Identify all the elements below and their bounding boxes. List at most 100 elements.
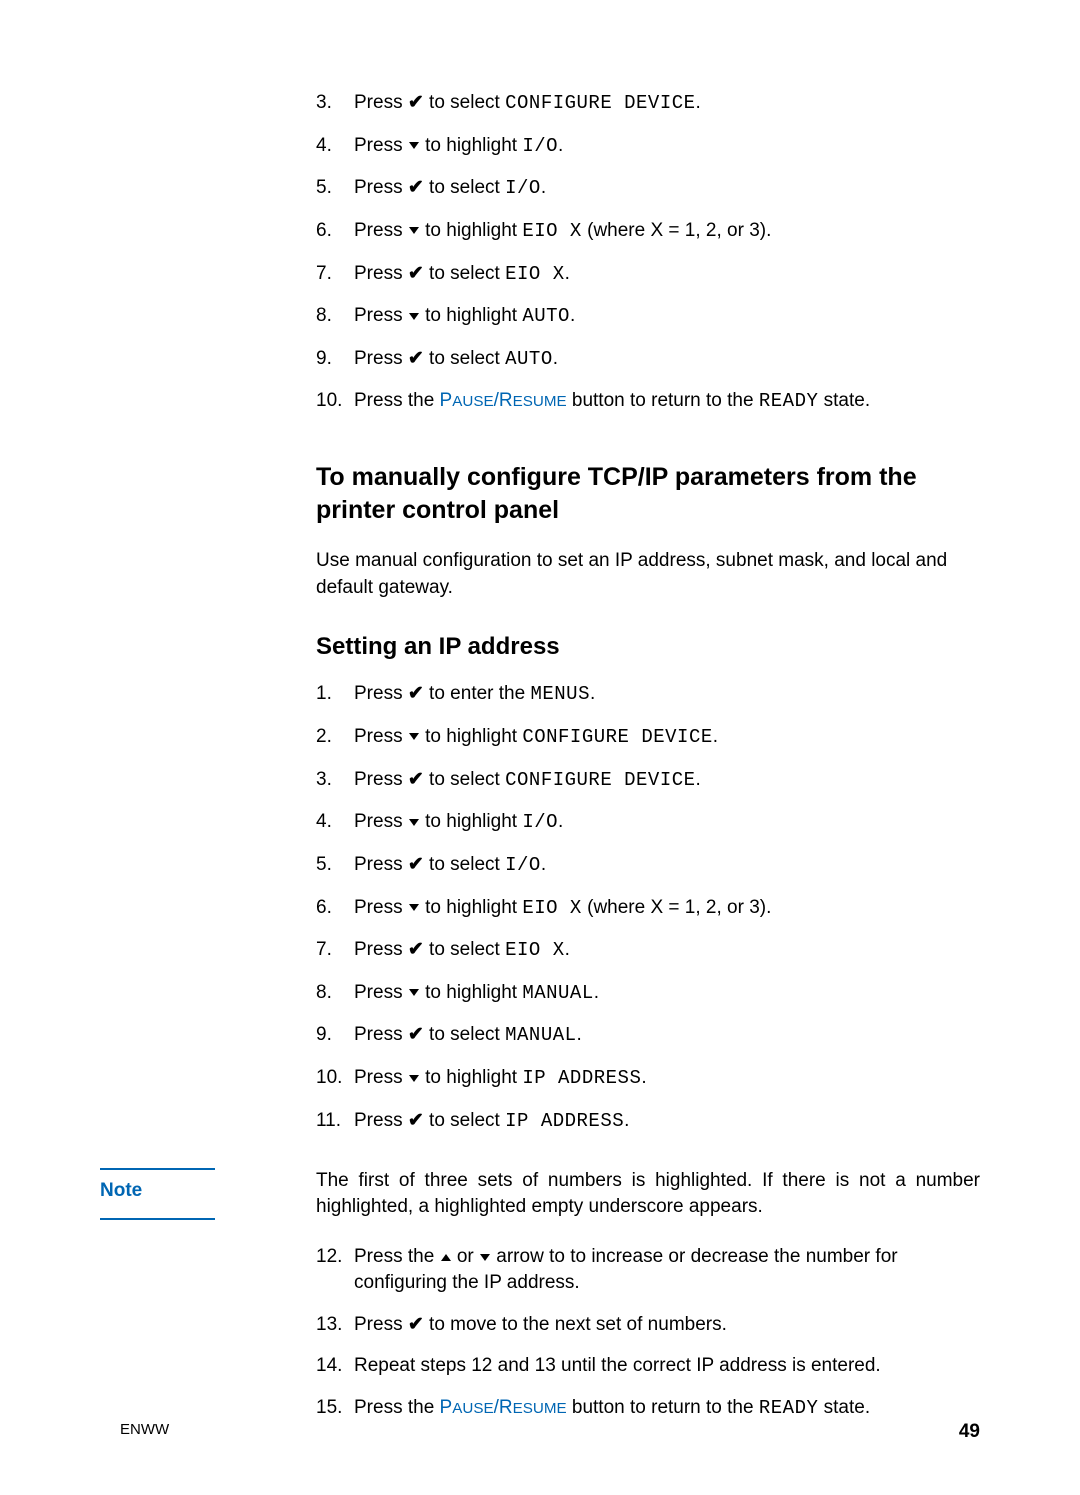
list-item: 10.Press to highlight IP ADDRESS. — [316, 1065, 980, 1092]
step-list-a: 3.Press ✔ to select CONFIGURE DEVICE.4.P… — [316, 90, 980, 415]
list-number: 4. — [316, 809, 354, 836]
list-number: 10. — [316, 1065, 354, 1092]
list-item: 2.Press to highlight CONFIGURE DEVICE. — [316, 724, 980, 751]
arrow-down-icon — [409, 733, 419, 740]
menu-option: EIO X — [505, 939, 565, 961]
menu-option: CONFIGURE DEVICE — [505, 769, 695, 791]
note-body: The first of three sets of numbers is hi… — [316, 1168, 980, 1220]
list-body: Press to highlight MANUAL. — [354, 980, 980, 1007]
list-number: 1. — [316, 681, 354, 708]
list-number: 4. — [316, 133, 354, 160]
menu-option: IP ADDRESS — [522, 1067, 641, 1089]
list-body: Press ✔ to select I/O. — [354, 852, 980, 879]
note-rule-bottom — [100, 1218, 215, 1220]
arrow-down-icon — [409, 313, 419, 320]
list-body: Press ✔ to select IP ADDRESS. — [354, 1108, 980, 1135]
check-icon: ✔ — [408, 1024, 424, 1045]
list-item: 7.Press ✔ to select EIO X. — [316, 261, 980, 288]
list-number: 9. — [316, 1022, 354, 1049]
list-body: Press to highlight AUTO. — [354, 303, 980, 330]
menu-option: READY — [759, 1397, 819, 1419]
list-body: Press to highlight IP ADDRESS. — [354, 1065, 980, 1092]
menu-option: I/O — [505, 177, 541, 199]
arrow-down-icon — [409, 1075, 419, 1082]
menu-option: EIO X — [522, 897, 582, 919]
list-item: 6.Press to highlight EIO X (where X = 1,… — [316, 895, 980, 922]
list-body: Press ✔ to select I/O. — [354, 175, 980, 202]
list-number: 12. — [316, 1244, 354, 1295]
menu-option: MANUAL — [505, 1024, 576, 1046]
list-number: 11. — [316, 1108, 354, 1135]
list-body: Press ✔ to move to the next set of numbe… — [354, 1312, 980, 1338]
list-item: 10.Press the PAUSE/RESUME button to retu… — [316, 388, 980, 415]
list-body: Press to highlight I/O. — [354, 809, 980, 836]
list-item: 9.Press ✔ to select AUTO. — [316, 346, 980, 373]
list-body: Press to highlight EIO X (where X = 1, 2… — [354, 895, 980, 922]
button-ref: PAUSE/RESUME — [440, 1397, 567, 1418]
section-heading: To manually configure TCP/IP parameters … — [316, 461, 980, 526]
menu-option: MANUAL — [522, 982, 593, 1004]
menu-option: CONFIGURE DEVICE — [505, 92, 695, 114]
menu-option: EIO X — [505, 263, 565, 285]
list-number: 2. — [316, 724, 354, 751]
arrow-down-icon — [409, 989, 419, 996]
check-icon: ✔ — [408, 769, 424, 790]
list-item: 5.Press ✔ to select I/O. — [316, 175, 980, 202]
menu-option: I/O — [522, 135, 558, 157]
list-body: Press ✔ to select CONFIGURE DEVICE. — [354, 767, 980, 794]
list-body: Press ✔ to select MANUAL. — [354, 1022, 980, 1049]
page-footer: ENWW 49 — [120, 1421, 980, 1443]
list-number: 3. — [316, 90, 354, 117]
list-number: 9. — [316, 346, 354, 373]
note-label-cell: Note — [100, 1168, 316, 1220]
note-label: Note — [100, 1180, 162, 1202]
check-icon: ✔ — [408, 348, 424, 369]
menu-option: MENUS — [530, 683, 590, 705]
list-item: 6.Press to highlight EIO X (where X = 1,… — [316, 218, 980, 245]
list-number: 13. — [316, 1312, 354, 1338]
arrow-up-icon — [441, 1254, 451, 1261]
menu-option: CONFIGURE DEVICE — [522, 726, 712, 748]
list-body: Repeat steps 12 and 13 until the correct… — [354, 1353, 980, 1379]
list-body: Press the PAUSE/RESUME button to return … — [354, 1395, 980, 1422]
list-body: Press to highlight I/O. — [354, 133, 980, 160]
list-number: 7. — [316, 937, 354, 964]
list-item: 1.Press ✔ to enter the MENUS. — [316, 681, 980, 708]
button-ref: PAUSE/RESUME — [440, 390, 567, 411]
list-item: 8.Press to highlight MANUAL. — [316, 980, 980, 1007]
arrow-down-icon — [409, 904, 419, 911]
list-item: 13.Press ✔ to move to the next set of nu… — [316, 1312, 980, 1338]
check-icon: ✔ — [408, 1110, 424, 1131]
arrow-down-icon — [480, 1254, 490, 1261]
list-body: Press ✔ to select EIO X. — [354, 261, 980, 288]
menu-option: EIO X — [522, 220, 582, 242]
list-number: 6. — [316, 218, 354, 245]
menu-option: AUTO — [505, 348, 553, 370]
list-number: 10. — [316, 388, 354, 415]
step-list-b: 1.Press ✔ to enter the MENUS.2.Press to … — [316, 681, 980, 1134]
list-number: 5. — [316, 175, 354, 202]
list-item: 4.Press to highlight I/O. — [316, 809, 980, 836]
check-icon: ✔ — [408, 939, 424, 960]
list-number: 3. — [316, 767, 354, 794]
list-body: Press to highlight EIO X (where X = 1, 2… — [354, 218, 980, 245]
list-item: 7.Press ✔ to select EIO X. — [316, 937, 980, 964]
check-icon: ✔ — [408, 92, 424, 113]
menu-option: I/O — [505, 854, 541, 876]
arrow-down-icon — [409, 819, 419, 826]
subsection-heading: Setting an IP address — [316, 633, 980, 661]
footer-page-number: 49 — [959, 1421, 980, 1443]
list-body: Press to highlight CONFIGURE DEVICE. — [354, 724, 980, 751]
list-number: 8. — [316, 303, 354, 330]
menu-option: READY — [759, 390, 819, 412]
list-body: Press ✔ to select EIO X. — [354, 937, 980, 964]
arrow-down-icon — [409, 142, 419, 149]
list-item: 11.Press ✔ to select IP ADDRESS. — [316, 1108, 980, 1135]
step-list-c: 12.Press the or arrow to to increase or … — [316, 1244, 980, 1421]
footer-left: ENWW — [120, 1421, 169, 1443]
check-icon: ✔ — [408, 263, 424, 284]
list-number: 5. — [316, 852, 354, 879]
list-item: 8.Press to highlight AUTO. — [316, 303, 980, 330]
check-icon: ✔ — [408, 683, 424, 704]
list-item: 15.Press the PAUSE/RESUME button to retu… — [316, 1395, 980, 1422]
